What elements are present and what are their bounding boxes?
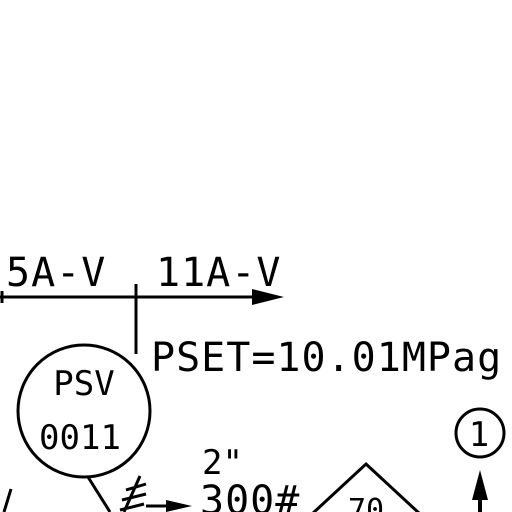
line-left-label: 5A-V	[6, 250, 106, 296]
interlock-diamond	[311, 461, 421, 512]
process-line-arrow-icon	[252, 289, 284, 305]
hatch-mark-3	[119, 502, 145, 512]
callout-number: 1	[469, 415, 489, 455]
callout-arrow-icon	[472, 470, 488, 500]
flange-rating-label: 300#	[200, 478, 300, 512]
hatch-mark-1	[125, 482, 147, 492]
hatch-stem	[122, 475, 142, 512]
callout-circle	[454, 407, 506, 459]
bubble-leader-line	[86, 476, 112, 512]
line-right-label: 11A-V	[156, 250, 281, 296]
diamond-label: 70	[348, 493, 384, 512]
psv-bubble	[16, 343, 152, 479]
psv-tag-top: PSV	[53, 364, 114, 404]
psv-tag-bottom: 0011	[39, 418, 121, 458]
pipe-size-label: 2"	[202, 443, 243, 483]
hatch-mark-2	[121, 492, 147, 502]
bottom-left-slash	[2, 488, 13, 512]
set-pressure-label: PSET=10.01MPag	[151, 335, 502, 381]
outlet-arrow-icon	[166, 500, 192, 512]
